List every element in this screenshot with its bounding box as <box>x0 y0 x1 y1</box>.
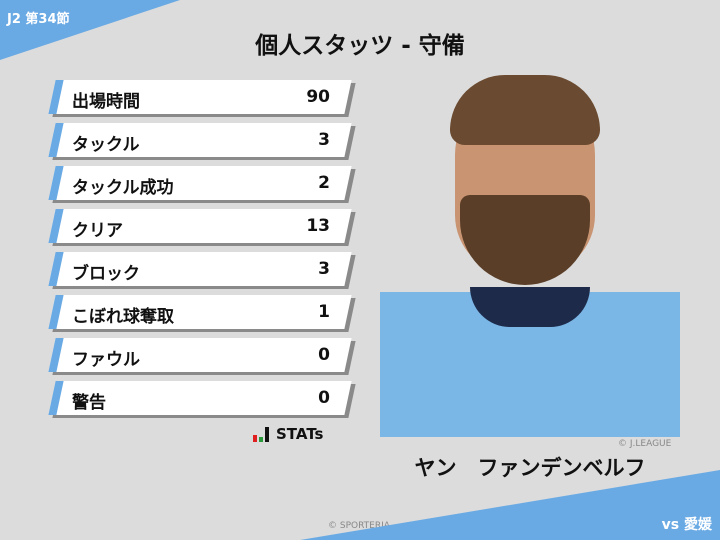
stat-value: 1 <box>318 302 330 322</box>
logo-bar-black <box>265 427 269 442</box>
stat-label: ファウル <box>72 350 140 370</box>
logo-bar-red <box>253 435 257 442</box>
page-title: 個人スタッツ - 守備 <box>255 33 465 59</box>
photo-credit: © J.LEAGUE <box>618 439 672 449</box>
stat-row: タックル成功 2 <box>48 166 356 203</box>
stat-value: 3 <box>318 259 330 279</box>
logo-bar-green <box>259 437 263 442</box>
stat-value: 2 <box>318 173 330 193</box>
stat-row: ファウル 0 <box>48 338 356 375</box>
stat-label: ブロック <box>72 264 140 284</box>
stat-label: タックル <box>72 135 140 155</box>
corner-banner-bottom <box>300 470 720 540</box>
stat-label: 出場時間 <box>72 92 140 112</box>
corner-banner-top <box>0 0 180 60</box>
stat-value: 0 <box>318 345 330 365</box>
stat-row: 出場時間 90 <box>48 80 356 117</box>
stat-row: タックル 3 <box>48 123 356 160</box>
round-label: J2 第34節 <box>7 12 70 27</box>
logo-text: STATs <box>276 425 324 443</box>
stat-value: 90 <box>306 87 330 107</box>
stat-row: 警告 0 <box>48 381 356 418</box>
stat-row: こぼれ球奪取 1 <box>48 295 356 332</box>
stat-row: クリア 13 <box>48 209 356 246</box>
stat-value: 3 <box>318 130 330 150</box>
stat-label: タックル成功 <box>72 178 174 198</box>
stat-label: 警告 <box>72 393 106 413</box>
stat-row: ブロック 3 <box>48 252 356 289</box>
stat-value: 0 <box>318 388 330 408</box>
player-photo <box>380 75 680 437</box>
stat-label: クリア <box>72 221 123 241</box>
stats-logo: STATs <box>253 426 323 442</box>
stat-value: 13 <box>306 216 330 236</box>
stats-list: 出場時間 90 タックル 3 タックル成功 2 クリア 13 ブロック 3 こぼれ球奪取 1… <box>48 80 356 424</box>
opponent-label: vs 愛媛 <box>661 517 712 533</box>
stat-label: こぼれ球奪取 <box>72 307 174 327</box>
